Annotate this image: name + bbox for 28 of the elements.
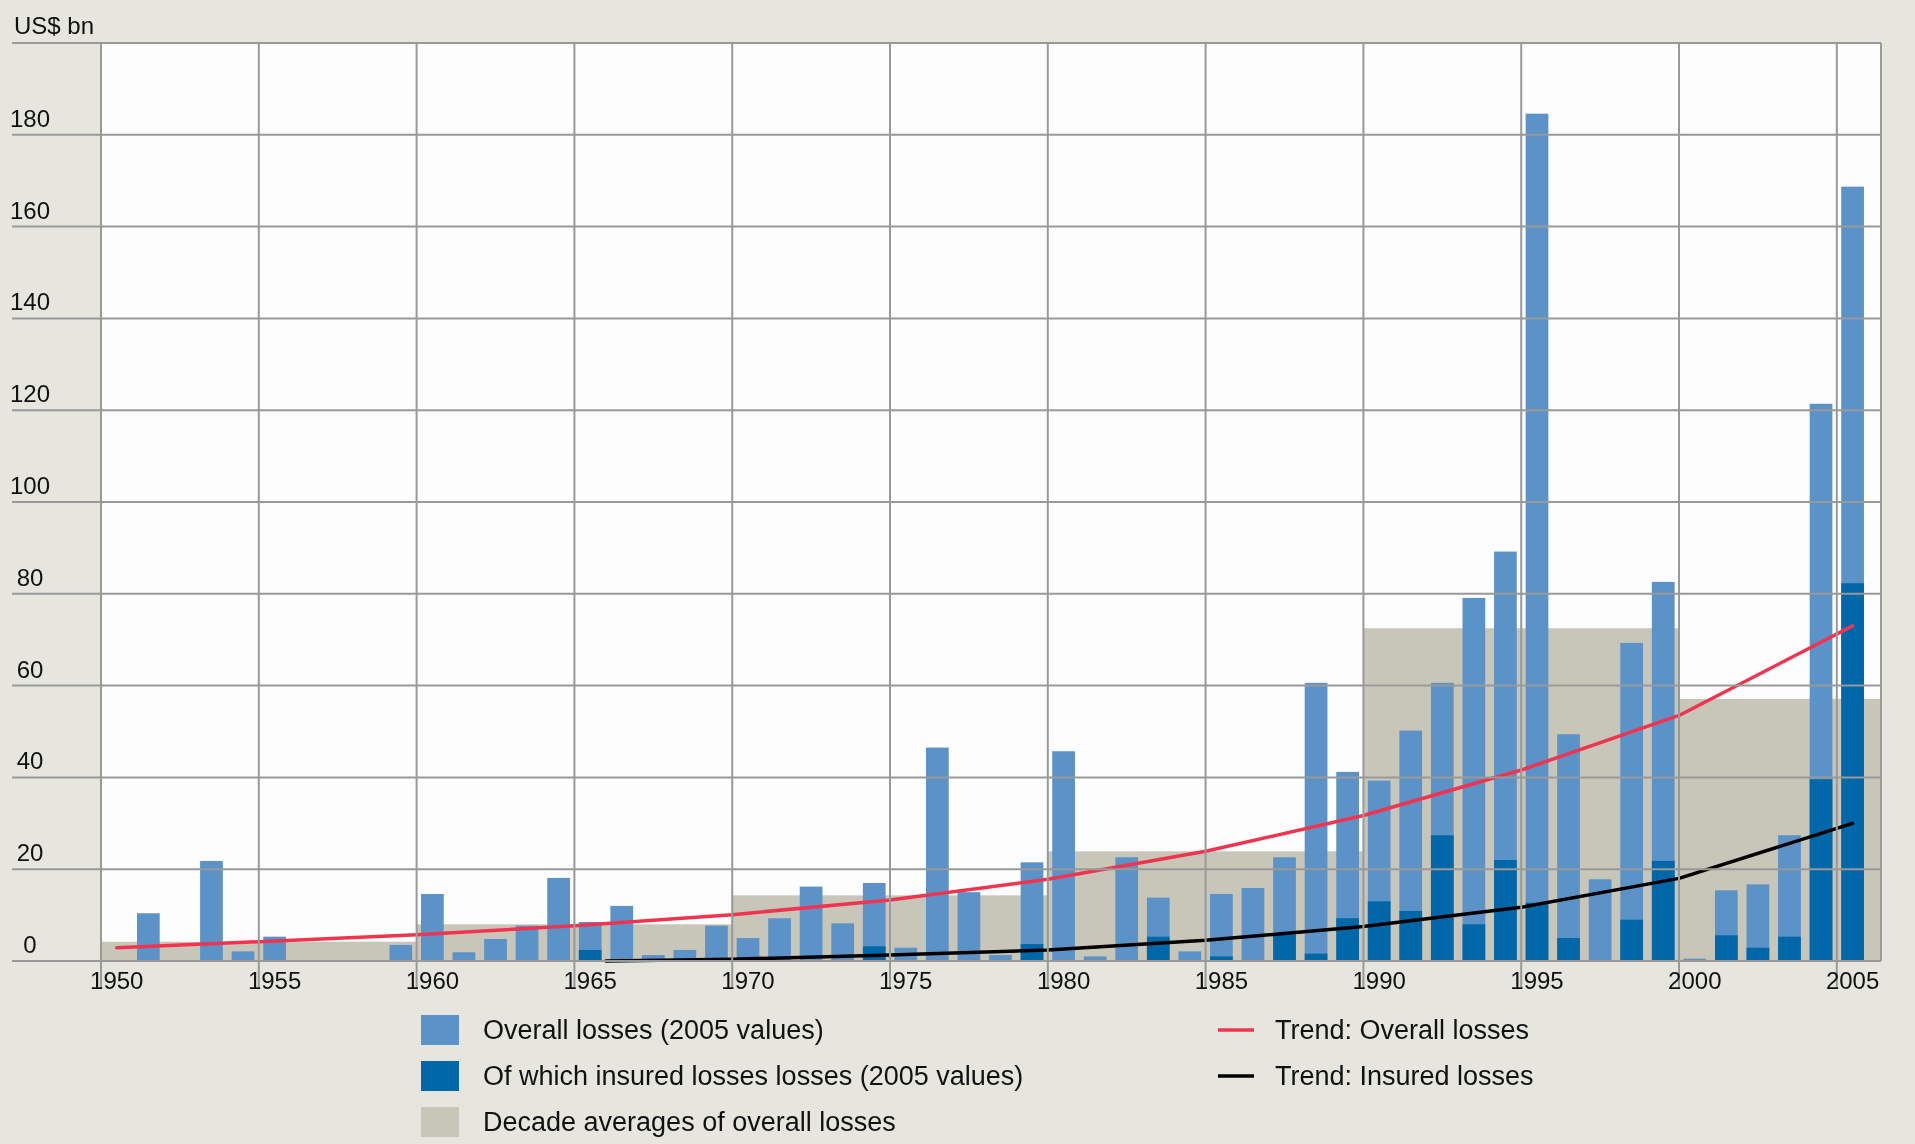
y-tick-label: 140 [9,288,51,316]
x-tick-label: 1965 [563,967,617,994]
y-tick-label: 80 [16,563,44,591]
y-axis-title: US$ bn [14,12,95,39]
x-tick-label: 1955 [247,967,302,994]
x-tick-label: 1975 [879,967,933,994]
x-tick-label: 1995 [1510,967,1564,994]
y-tick-label: 0 [23,931,37,958]
y-tick-label: 180 [9,104,51,132]
y-tick-label: 160 [9,196,51,224]
y-tick-label: 40 [16,747,44,775]
y-tick-label: 100 [9,472,51,499]
x-tick-label: 1990 [1352,967,1406,994]
x-tick-label: 1950 [90,967,144,994]
legend-label: Decade averages of overall losses [483,1107,896,1138]
x-tick-label: 2000 [1668,967,1722,994]
x-tick-label: 2005 [1825,967,1880,994]
x-tick-label: 1970 [721,967,775,994]
x-tick-label: 1980 [1036,967,1091,994]
legend-label: Trend: Overall losses [1275,1015,1530,1046]
y-tick-label: 60 [16,655,44,683]
y-tick-label: 120 [9,380,51,408]
y-tick-label: 20 [16,839,44,867]
legend-label: Trend: Insured losses [1275,1061,1534,1092]
x-tick-label: 1985 [1194,967,1249,994]
legend-label: Overall losses (2005 values) [483,1015,824,1046]
x-tick-label: 1960 [405,967,460,994]
legend-label: Of which insured losses losses (2005 values) [483,1061,1024,1092]
